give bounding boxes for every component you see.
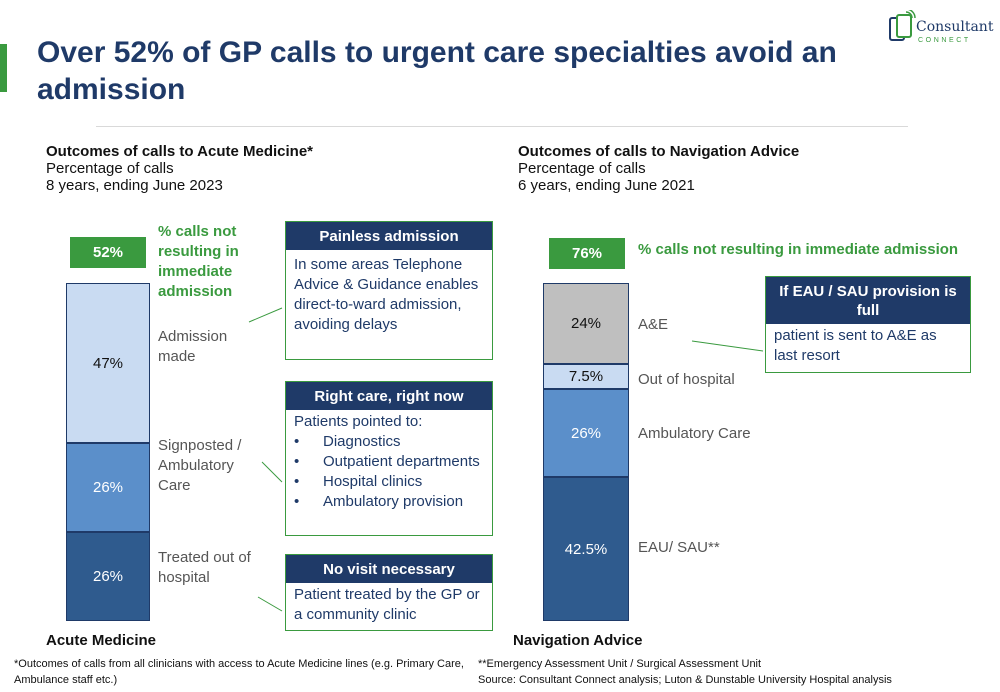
right-bar-segment: 42.5% — [543, 477, 629, 621]
brand-logo: Consultant CONNECT — [888, 8, 993, 50]
logo-name: Consultant — [916, 19, 994, 35]
left-stacked-bar: 26% 26% 47% — [66, 283, 150, 621]
callout-right-care-list: Diagnostics Outpatient departments Hospi… — [294, 432, 484, 512]
connector-eau-full — [691, 340, 764, 352]
right-label-out-of-hospital: Out of hospital — [638, 371, 735, 388]
left-bar-segment: 47% — [66, 283, 150, 443]
left-segment-label: 26% — [92, 479, 124, 496]
connector-right-care — [261, 461, 283, 483]
connector-no-visit — [257, 596, 283, 612]
callout-eau-full: If EAU / SAU provision is full patient i… — [765, 276, 971, 373]
page-title: Over 52% of GP calls to urgent care spec… — [37, 36, 837, 106]
left-bar-segment: 26% — [66, 443, 150, 532]
left-summary-label: % calls not resulting in immediate admis… — [158, 223, 239, 300]
logo-sub: CONNECT — [918, 37, 971, 44]
right-bar-segment: 24% — [543, 283, 629, 364]
accent-bar — [0, 44, 7, 92]
list-item: Diagnostics — [294, 432, 484, 452]
left-label-treated: Treated out of hospital — [158, 549, 251, 586]
right-segment-label: 24% — [570, 315, 602, 332]
right-chart-xlabel: Navigation Advice — [513, 632, 643, 649]
callout-no-visit: No visit necessary Patient treated by th… — [285, 554, 493, 631]
left-chart-title: Outcomes of calls to Acute Medicine* — [46, 143, 314, 160]
list-item: Hospital clinics — [294, 472, 484, 492]
left-chart-header: Outcomes of calls to Acute Medicine* Per… — [46, 143, 313, 194]
left-summary-badge: 52% — [70, 237, 146, 268]
right-summary-label: % calls not resulting in immediate admis… — [638, 241, 959, 258]
right-chart-subtitle-2: 6 years, ending June 2021 — [518, 177, 695, 194]
right-bar-segment: 7.5% — [543, 364, 629, 389]
callout-painless-head: Painless admission — [286, 222, 492, 250]
callout-right-care-head: Right care, right now — [286, 382, 492, 410]
right-label-ambulatory: Ambulatory Care — [638, 425, 751, 442]
right-chart-subtitle-1: Percentage of calls — [518, 160, 646, 177]
left-segment-label: 26% — [92, 568, 124, 585]
footnote-right-2: Source: Consultant Connect analysis; Lut… — [478, 674, 892, 686]
left-chart-subtitle-1: Percentage of calls — [46, 160, 174, 177]
connector-painless — [248, 307, 283, 323]
callout-eau-full-head: If EAU / SAU provision is full — [766, 277, 970, 324]
right-segment-label: 7.5% — [568, 368, 604, 385]
footnote-right-1: **Emergency Assessment Unit / Surgical A… — [478, 658, 762, 670]
right-segment-label: 26% — [570, 424, 602, 442]
right-chart-header: Outcomes of calls to Navigation Advice P… — [518, 143, 799, 194]
left-chart-subtitle-2: 8 years, ending June 2023 — [46, 177, 223, 194]
footnote-left: *Outcomes of calls from all clinicians w… — [14, 658, 464, 686]
callout-painless-admission: Painless admission In some areas Telepho… — [285, 221, 493, 360]
right-summary-badge: 76% — [549, 238, 625, 269]
right-label-eau-sau: EAU/ SAU** — [638, 539, 720, 556]
phone-icon — [889, 8, 916, 41]
callout-no-visit-body: Patient treated by the GP or a community… — [294, 586, 480, 623]
left-label-signposted: Signposted / Ambulatory Care — [158, 437, 242, 494]
right-bar-segment: 26% — [543, 389, 629, 477]
callout-no-visit-head: No visit necessary — [286, 555, 492, 583]
right-label-ae: A&E — [638, 316, 669, 333]
right-chart-title: Outcomes of calls to Navigation Advice — [518, 143, 800, 160]
callout-right-care: Right care, right now Patients pointed t… — [285, 381, 493, 536]
left-chart-xlabel: Acute Medicine — [46, 632, 157, 649]
left-segment-label: 47% — [92, 354, 124, 372]
callout-right-care-intro: Patients pointed to: — [294, 413, 423, 430]
divider — [96, 126, 908, 127]
list-item: Ambulatory provision — [294, 492, 484, 512]
right-stacked-bar: 42.5% 26% 7.5% 24% — [543, 283, 629, 621]
callout-eau-full-body: patient is sent to A&E as last resort — [774, 327, 937, 364]
left-label-admission: Admission made — [158, 328, 228, 365]
right-segment-label: 42.5% — [564, 540, 608, 558]
list-item: Outpatient departments — [294, 452, 484, 472]
left-bar-segment: 26% — [66, 532, 150, 621]
callout-painless-body: In some areas Telephone Advice & Guidanc… — [294, 256, 479, 333]
